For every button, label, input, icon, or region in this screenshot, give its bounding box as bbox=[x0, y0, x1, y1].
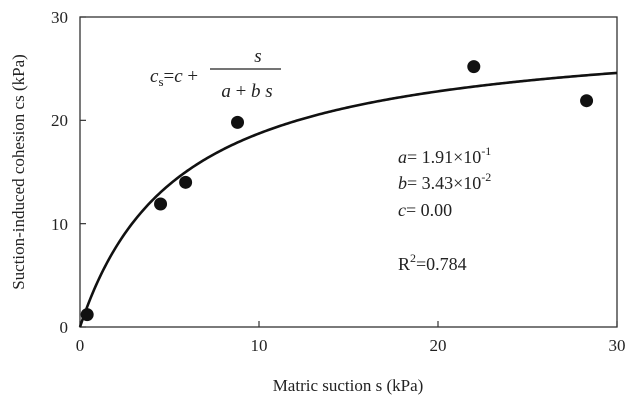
data-point bbox=[580, 94, 594, 108]
data-point bbox=[154, 197, 168, 211]
fit-curve bbox=[78, 71, 618, 328]
y-tick-label: 0 bbox=[60, 318, 69, 337]
x-tick-label: 20 bbox=[430, 336, 447, 355]
plot-area bbox=[79, 16, 618, 328]
data-point bbox=[231, 115, 245, 129]
equation-numerator: s bbox=[254, 46, 261, 67]
data-point bbox=[80, 308, 94, 322]
x-tick-labels: 0 10 20 30 bbox=[76, 336, 626, 355]
y-tick-label: 30 bbox=[51, 8, 68, 27]
ticks bbox=[79, 16, 618, 328]
x-tick-label: 30 bbox=[609, 336, 626, 355]
y-tick-label: 10 bbox=[51, 215, 68, 234]
x-tick-label: 10 bbox=[251, 336, 268, 355]
y-tick-label: 20 bbox=[51, 111, 68, 130]
equation-lhs: cs=c + bbox=[150, 66, 198, 89]
x-axis-label: Matric suction s (kPa) bbox=[273, 376, 424, 395]
param-a: a= 1.91×10-1 bbox=[398, 144, 491, 167]
y-tick-labels: 0 10 20 30 bbox=[51, 8, 68, 337]
fit-parameters: a= 1.91×10-1 b= 3.43×10-2 c= 0.00 R2=0.7… bbox=[398, 144, 491, 274]
data-point bbox=[179, 175, 193, 189]
param-r2: R2=0.784 bbox=[398, 251, 467, 274]
y-axis-label: Suction-induced cohesion cs (kPa) bbox=[9, 54, 28, 290]
param-b: b= 3.43×10-2 bbox=[398, 170, 491, 193]
equation: cs=c + s a + b s bbox=[150, 46, 281, 102]
param-c: c= 0.00 bbox=[398, 200, 452, 220]
equation-denominator: a + b s bbox=[221, 81, 272, 102]
data-points bbox=[80, 60, 594, 322]
data-point bbox=[467, 60, 481, 74]
x-tick-label: 0 bbox=[76, 336, 85, 355]
